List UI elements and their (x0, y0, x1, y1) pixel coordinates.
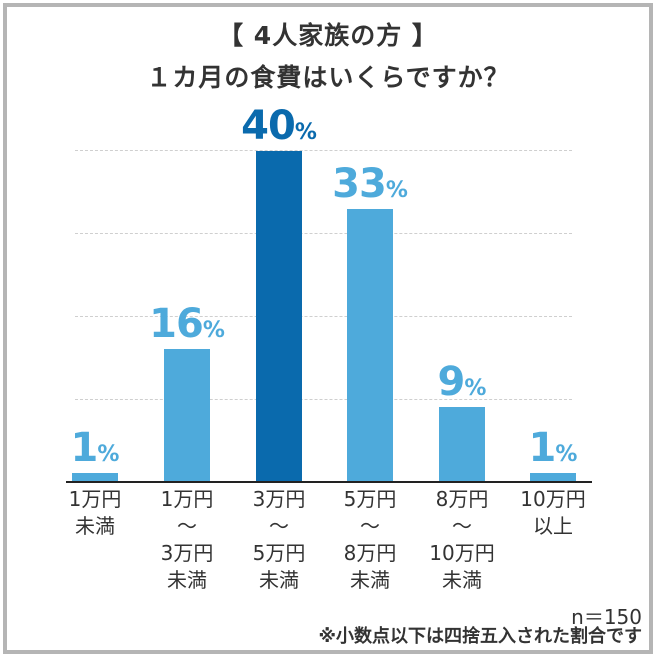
gridline (75, 316, 572, 317)
value-label: 40% (241, 103, 317, 149)
category-label: 1万円 未満 (68, 487, 122, 538)
value-label: 1% (70, 425, 120, 471)
bar-5 (530, 473, 576, 481)
chart-title-line1: 【 4人家族の方 】 (218, 21, 438, 50)
sample-size: n＝150 (571, 605, 642, 629)
chart-title-line2: １カ月の食費はいくらですか？ (146, 63, 510, 92)
footnote: ※小数点以下は四捨五入された割合です (318, 626, 643, 647)
value-label: 16% (149, 301, 225, 347)
bar-0 (72, 473, 118, 481)
gridline (75, 150, 572, 151)
category-label: 3万円 〜 5万円 未満 (252, 487, 306, 592)
category-label: 1万円 〜 3万円 未満 (160, 487, 214, 592)
value-label: 33% (332, 161, 408, 207)
category-label: 10万円 以上 (520, 487, 586, 538)
bar-3 (347, 209, 393, 481)
bar-2 (256, 151, 302, 481)
bar-4 (439, 407, 485, 481)
x-axis-line (66, 481, 592, 483)
chart-frame (3, 3, 653, 654)
bar-1 (164, 349, 210, 481)
category-label: 5万円 〜 8万円 未満 (343, 487, 397, 592)
value-label: 9% (437, 359, 487, 405)
gridline (75, 233, 572, 234)
gridline (75, 399, 572, 400)
value-label: 1% (528, 425, 578, 471)
category-label: 8万円 〜 10万円 未満 (429, 487, 495, 592)
